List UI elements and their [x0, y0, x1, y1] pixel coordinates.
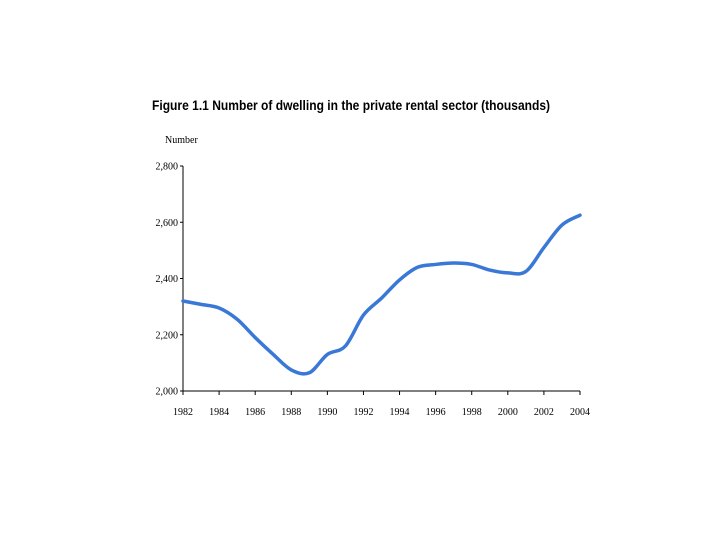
x-tick-label: 2000: [498, 407, 518, 418]
y-tick-label: 2,800: [156, 162, 179, 173]
x-tick-label: 1986: [245, 407, 265, 418]
x-tick-label: 1992: [353, 407, 373, 418]
chart-title: Figure 1.1 Number of dwelling in the pri…: [152, 97, 551, 113]
x-tick-label: 2002: [534, 407, 554, 418]
x-tick-label: 1988: [281, 407, 301, 418]
x-tick-label: 1984: [209, 407, 229, 418]
y-tick-label: 2,200: [156, 330, 179, 341]
y-tick-label: 2,600: [156, 218, 179, 229]
x-tick-label: 1994: [390, 407, 410, 418]
x-tick-label: 1996: [426, 407, 446, 418]
y-axis-label: Number: [165, 135, 198, 146]
x-tick-label: 1998: [462, 407, 482, 418]
y-tick-label: 2,400: [156, 274, 179, 285]
series-line: [181, 213, 582, 376]
x-tick-label: 2004: [570, 407, 590, 418]
x-tick-label: 1982: [173, 407, 193, 418]
y-tick-label: 2,000: [156, 387, 179, 398]
x-tick-label: 1990: [317, 407, 337, 418]
